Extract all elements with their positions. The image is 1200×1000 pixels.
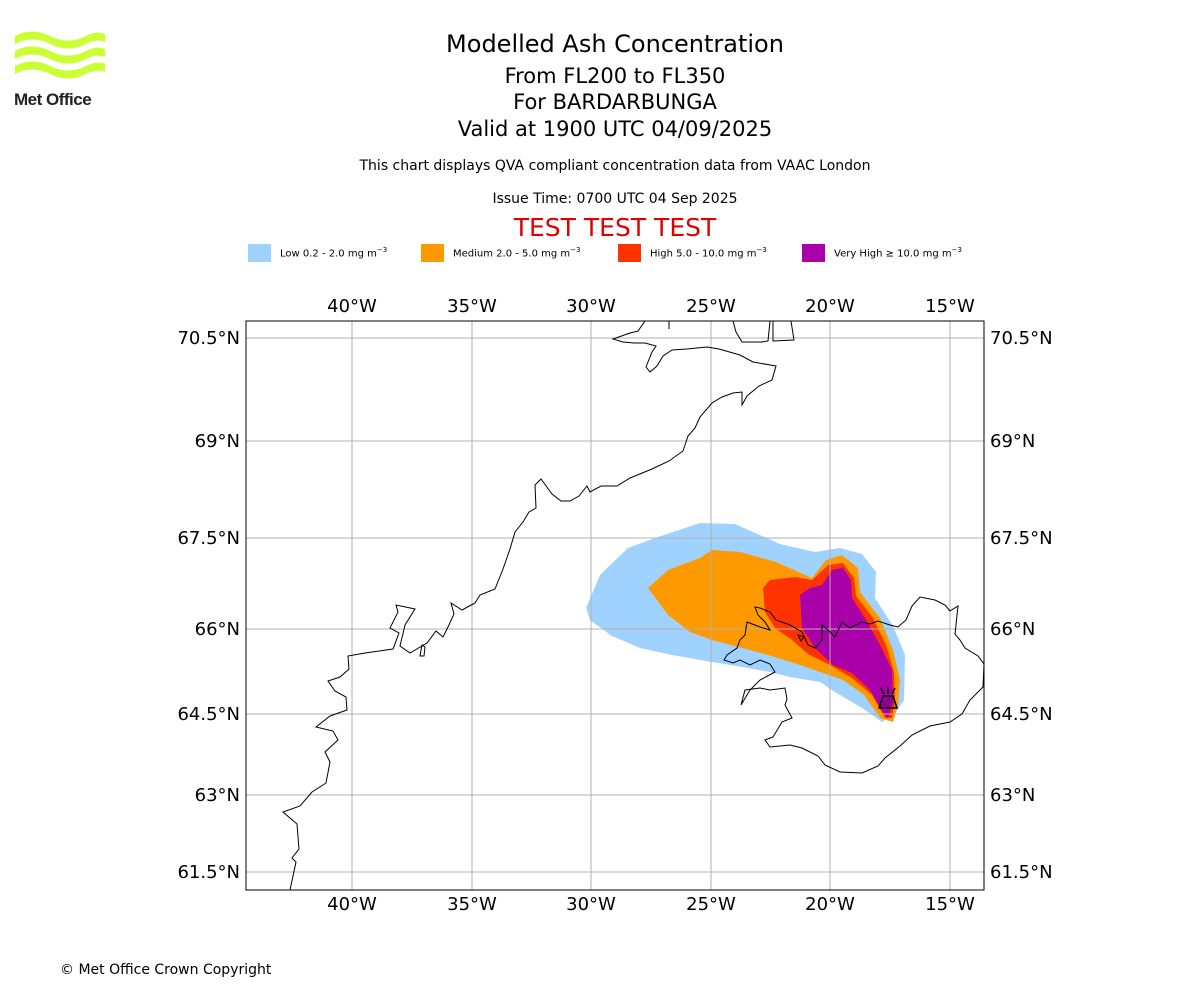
tick-label: 67.5°N	[990, 528, 1053, 549]
ash-area-very-high	[800, 568, 893, 718]
legend-swatch-very-high	[802, 244, 825, 262]
tick-label: 35°W	[447, 894, 497, 915]
tick-label: 66°N	[195, 619, 240, 640]
tick-label: 15°W	[925, 894, 975, 915]
tick-label: 67.5°N	[177, 528, 240, 549]
tick-label: 64.5°N	[990, 704, 1053, 725]
legend-swatch-low	[248, 244, 271, 262]
tick-label: 25°W	[686, 296, 736, 317]
map-frame	[245, 320, 985, 891]
tick-label: 61.5°N	[990, 862, 1053, 883]
tick-label: 70.5°N	[990, 328, 1053, 349]
tick-label: 35°W	[447, 296, 497, 317]
data-source-note: This chart displays QVA compliant concen…	[359, 158, 871, 174]
met-office-waves-icon	[15, 31, 105, 79]
valid-time: Valid at 1900 UTC 04/09/2025	[457, 117, 773, 141]
chart-title: Modelled Ash Concentration	[446, 30, 784, 58]
volcano-icon	[877, 687, 899, 709]
legend-swatch-high	[618, 244, 641, 262]
coastline-iceland	[723, 596, 984, 774]
tick-label: 15°W	[925, 296, 975, 317]
tick-label: 69°N	[990, 431, 1035, 452]
issue-time: Issue Time: 0700 UTC 04 Sep 2025	[492, 191, 738, 207]
legend-label-low: Low 0.2 - 2.0 mg m−3	[280, 246, 388, 260]
tick-label: 63°N	[195, 785, 240, 806]
tick-label: 40°W	[327, 296, 377, 317]
top-lon-labels: 40°W 35°W 30°W 25°W 20°W 15°W	[327, 296, 975, 317]
legend-swatch-medium	[421, 244, 444, 262]
legend-label-very-high: Very High ≥ 10.0 mg m−3	[834, 246, 962, 260]
tick-label: 25°W	[686, 894, 736, 915]
tick-label: 20°W	[805, 296, 855, 317]
volcano-name: For BARDARBUNGA	[513, 90, 717, 114]
coastline	[282, 321, 984, 890]
met-office-logo: Met Office	[14, 30, 106, 112]
legend-label-medium: Medium 2.0 - 5.0 mg m−3	[453, 246, 581, 260]
tick-label: 30°W	[566, 894, 616, 915]
tick-label: 30°W	[566, 296, 616, 317]
tick-label: 63°N	[990, 785, 1035, 806]
tick-label: 20°W	[805, 894, 855, 915]
graticule	[246, 321, 984, 890]
tick-label: 66°N	[990, 619, 1035, 640]
flight-level-range: From FL200 to FL350	[504, 64, 726, 88]
tick-label: 69°N	[195, 431, 240, 452]
logo-text: Met Office	[14, 90, 92, 109]
tick-label: 70.5°N	[177, 328, 240, 349]
tick-label: 40°W	[327, 894, 377, 915]
left-lat-labels: 70.5°N 69°N 67.5°N 66°N 64.5°N 63°N 61.5…	[177, 328, 240, 883]
tick-label: 61.5°N	[177, 862, 240, 883]
bottom-lon-labels: 40°W 35°W 30°W 25°W 20°W 15°W	[327, 894, 975, 915]
right-lat-labels: 70.5°N 69°N 67.5°N 66°N 64.5°N 63°N 61.5…	[990, 328, 1053, 883]
copyright: © Met Office Crown Copyright	[60, 962, 272, 978]
test-banner: TEST TEST TEST	[513, 213, 717, 242]
tick-label: 64.5°N	[177, 704, 240, 725]
legend-label-high: High 5.0 - 10.0 mg m−3	[650, 246, 767, 260]
